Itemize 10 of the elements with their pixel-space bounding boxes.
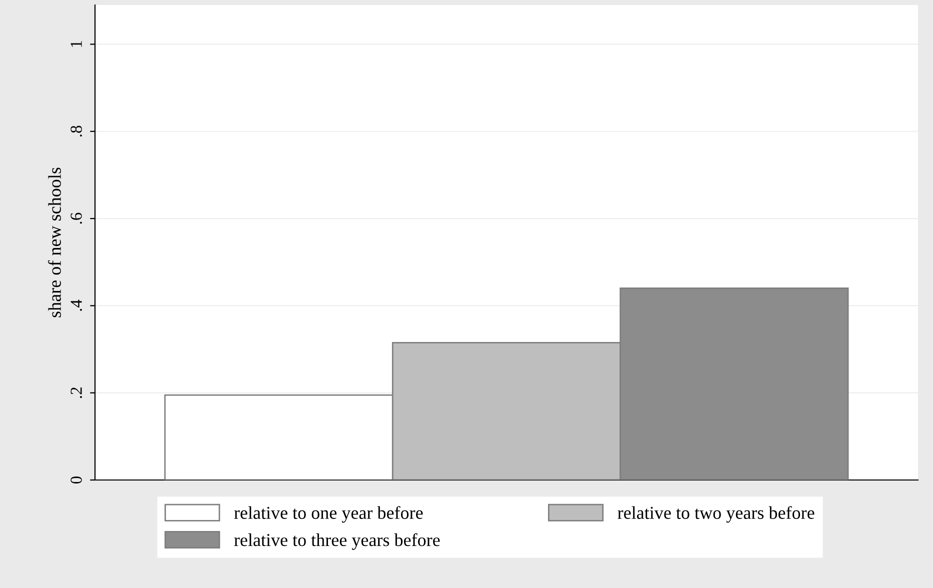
legend-label: relative to two years before — [618, 506, 814, 523]
y-tick-label: 0 — [70, 476, 82, 484]
y-tick-label: 1 — [70, 41, 82, 47]
y-tick-label: .4 — [70, 300, 82, 311]
y-tick-label: .6 — [70, 212, 82, 224]
y-tick-label: .8 — [70, 126, 82, 137]
legend-label: relative to one year before — [234, 506, 423, 523]
y-axis-title: share of new schools — [48, 168, 61, 318]
y-tick-label: .2 — [70, 388, 82, 398]
legend-label: relative to three years before — [234, 533, 440, 550]
